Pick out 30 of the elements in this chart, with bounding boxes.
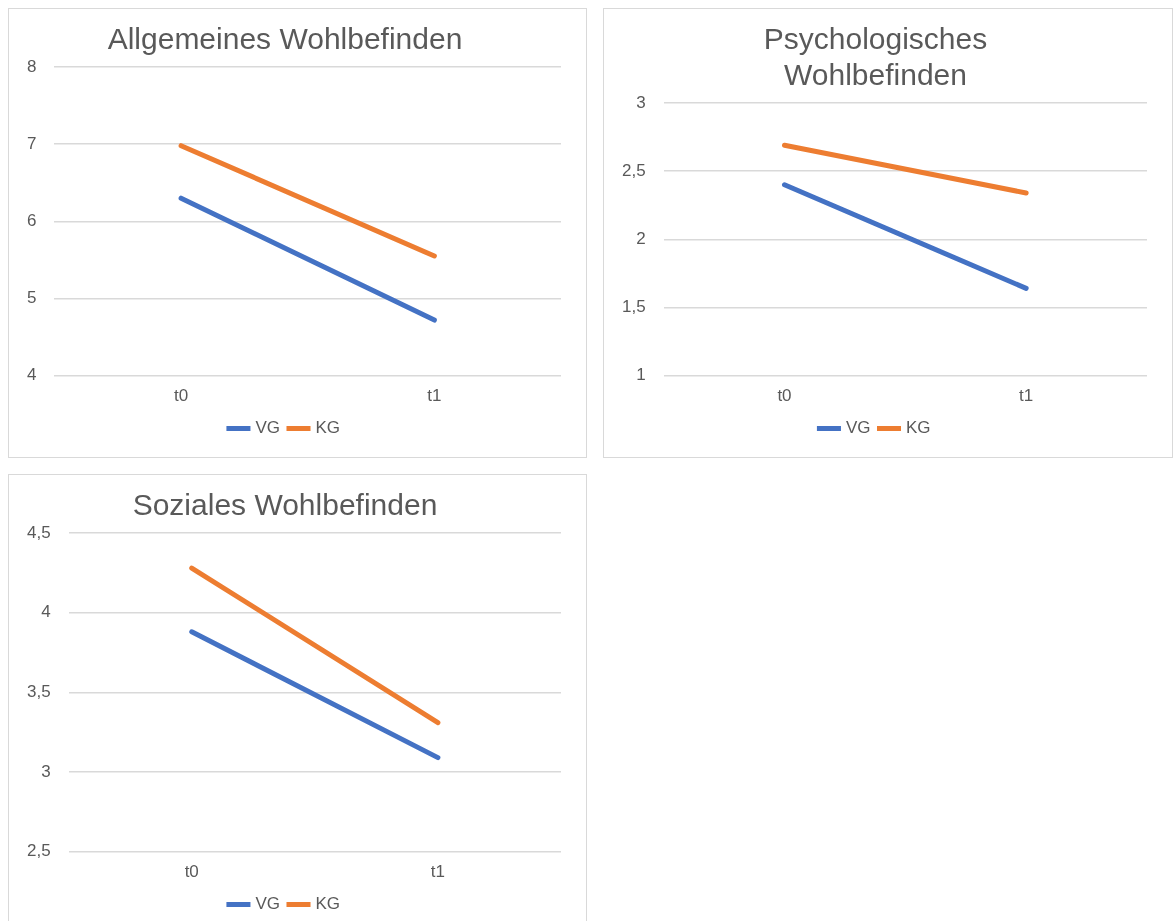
y-tick-label: 5 <box>26 288 37 308</box>
y-tick-label: 6 <box>26 210 37 230</box>
chart-title: Soziales Wohlbefinden <box>132 488 438 522</box>
legend-label: KG <box>906 418 931 438</box>
y-tick-label: 1,5 <box>621 297 646 317</box>
y-tick-label: 4,5 <box>26 522 51 542</box>
y-tick-label: 3 <box>41 761 51 781</box>
chart-title: Psychologisches Wohlbefinden <box>763 22 988 92</box>
y-tick-label: 1 <box>636 365 646 385</box>
y-tick-label: 2,5 <box>621 160 646 180</box>
legend-label: VG <box>255 894 280 914</box>
legend-label: KG <box>315 418 341 438</box>
y-tick-label: 2 <box>636 228 646 248</box>
chart-title: Allgemeines Wohlbefinden <box>107 22 463 56</box>
x-tick-label: t0 <box>184 862 199 882</box>
x-tick-label: t1 <box>430 862 445 882</box>
y-tick-label: 3 <box>636 92 646 112</box>
x-tick-label: t1 <box>427 386 442 406</box>
legend-label: VG <box>255 418 280 438</box>
y-tick-label: 8 <box>26 56 37 76</box>
x-tick-label: t0 <box>174 386 189 406</box>
legend-label: VG <box>845 418 871 438</box>
y-tick-label: 4 <box>41 602 51 622</box>
x-tick-label: t1 <box>1019 386 1034 406</box>
legend-label: KG <box>315 894 341 914</box>
y-tick-label: 4 <box>26 365 37 385</box>
x-tick-label: t0 <box>777 386 792 406</box>
y-tick-label: 3,5 <box>26 681 51 701</box>
y-tick-label: 7 <box>26 133 37 153</box>
y-tick-label: 2,5 <box>26 841 51 861</box>
